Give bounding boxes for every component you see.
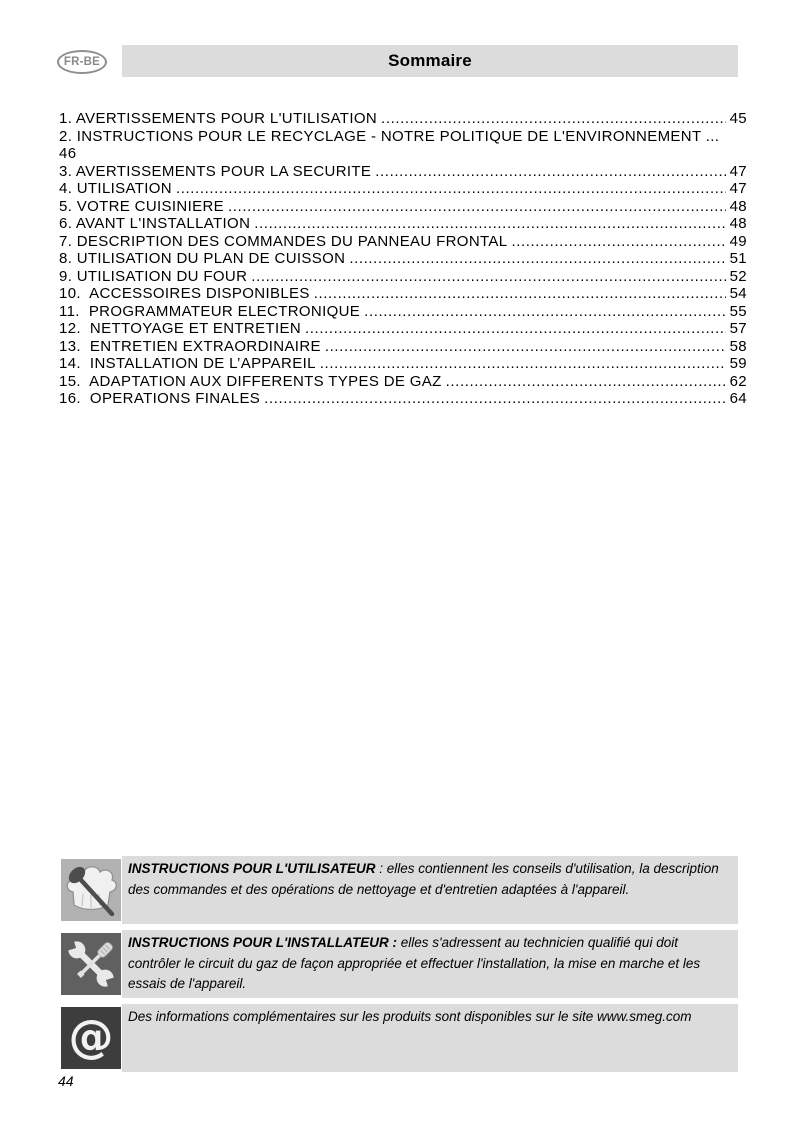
toc-entry-label: 14. INSTALLATION DE L’APPAREIL [59,355,316,372]
note-body-text: : elles contiennent les conseils d'utili… [128,861,719,897]
toc-entry: 7. DESCRIPTION DES COMMANDES DU PANNEAU … [59,233,747,251]
toc-entry-label: 8. UTILISATION DU PLAN DE CUISSON [59,250,346,267]
toc-entry-label: 11. PROGRAMMATEUR ELECTRONIQUE [59,302,361,320]
toc-entry: 11. PROGRAMMATEUR ELECTRONIQUE..........… [59,303,747,321]
language-badge: FR-BE [57,50,107,74]
note-text: Des informations complémentaires sur les… [128,1007,731,1028]
toc-entry-page-number: 62 [729,372,747,390]
toc-entry-label: 1. AVERTISSEMENTS POUR L'UTILISATION [59,110,378,127]
toc-entry-page-number: 57 [729,320,747,337]
toc-entry-label: 12. NETTOYAGE ET ENTRETIEN [59,320,302,337]
toc-entry-page-number: 59 [729,355,747,372]
toc-entry: 1. AVERTISSEMENTS POUR L'UTILISATION....… [59,110,747,128]
table-of-contents: 1. AVERTISSEMENTS POUR L'UTILISATION....… [59,110,747,408]
dot-leader: ........................................… [254,215,726,232]
toc-entry-label: 2. INSTRUCTIONS POUR LE RECYCLAGE - NOTR… [59,127,720,145]
toc-entry: 9. UTILISATION DU FOUR..................… [59,268,747,286]
note-text-box: INSTRUCTIONS POUR L'INSTALLATEUR : elles… [122,930,738,998]
toc-entry-page-number: 51 [729,250,747,267]
note-text: INSTRUCTIONS POUR L'INSTALLATEUR : elles… [128,933,731,995]
wrench-screwdriver-icon [61,933,121,995]
toc-entry-label: 5. VOTRE CUISINIERE [59,197,225,215]
toc-entry: 12. NETTOYAGE ET ENTRETIEN..............… [59,320,747,338]
toc-entry: 5. VOTRE CUISINIERE.....................… [59,198,747,216]
toc-entry-page-number: 45 [729,110,747,127]
note-text-box: Des informations complémentaires sur les… [122,1004,738,1072]
note-lead-text: INSTRUCTIONS POUR L'UTILISATEUR [128,861,376,876]
dot-leader: ........................................… [228,197,726,215]
toc-entry: 6. AVANT L'INSTALLATION.................… [59,215,747,233]
dot-leader: ........................................… [324,337,726,355]
note-text-box: INSTRUCTIONS POUR L'UTILISATEUR : elles … [122,856,738,924]
at-symbol-glyph: @ [68,1009,114,1063]
toc-entry-label: 6. AVANT L'INSTALLATION [59,215,251,232]
dot-leader: ........................................… [375,162,726,180]
note-website-info: @ Des informations complémentaires sur l… [61,1004,738,1072]
dot-leader: ........................................… [381,110,726,127]
toc-entry: 14. INSTALLATION DE L’APPAREIL..........… [59,355,747,373]
note-installer-instructions: INSTRUCTIONS POUR L'INSTALLATEUR : elles… [61,930,738,998]
dot-leader: ........................................… [349,250,726,267]
toc-entry-page-number: 46 [59,145,77,162]
toc-entry-page-number: 49 [729,232,747,250]
toc-entry: 8. UTILISATION DU PLAN DE CUISSON.......… [59,250,747,268]
toc-entry-label: 4. UTILISATION [59,180,172,197]
dot-leader: ........................................… [251,267,726,285]
note-text: INSTRUCTIONS POUR L'UTILISATEUR : elles … [128,859,731,900]
language-badge-label: FR-BE [63,56,101,68]
toc-entry: 13. ENTRETIEN EXTRAORDINAIRE............… [59,338,747,356]
toc-entry-label: 16. OPERATIONS FINALES [59,390,261,407]
chef-hat-spoon-icon [61,859,121,921]
toc-entry-page-number: 54 [729,285,747,302]
dot-leader: ........................................… [445,372,726,390]
toc-entry: 3. AVERTISSEMENTS POUR LA SECURITE......… [59,163,747,181]
toc-entry-label: 13. ENTRETIEN EXTRAORDINAIRE [59,337,321,355]
toc-entry-label: 3. AVERTISSEMENTS POUR LA SECURITE [59,162,372,180]
at-symbol-icon: @ [61,1007,121,1069]
toc-entry-label: 9. UTILISATION DU FOUR [59,267,248,285]
toc-entry-page-number: 58 [729,337,747,355]
toc-entry-page-number: 47 [729,162,747,180]
toc-entry-page-number: 52 [729,267,747,285]
toc-entry-page-number: 64 [729,390,747,407]
toc-entry: 15. ADAPTATION AUX DIFFERENTS TYPES DE G… [59,373,747,391]
dot-leader: ........................................… [305,320,726,337]
toc-entry: 2. INSTRUCTIONS POUR LE RECYCLAGE - NOTR… [59,128,747,163]
note-user-instructions: INSTRUCTIONS POUR L'UTILISATEUR : elles … [61,856,738,924]
toc-entry-page-number: 55 [729,302,747,320]
page-title: Sommaire [388,51,472,70]
dot-leader: ........................................… [264,390,726,407]
toc-entry-page-number: 47 [729,180,747,197]
toc-entry: 16. OPERATIONS FINALES..................… [59,390,747,408]
note-body-text: elles s'adressent au technicien qualifié… [128,935,701,991]
toc-entry-page-number: 48 [729,215,747,232]
dot-leader: ........................................… [313,285,726,302]
page-number: 44 [58,1073,74,1089]
note-body-text: Des informations complémentaires sur les… [128,1009,692,1024]
dot-leader: ........................................… [364,302,725,320]
toc-entry: 4. UTILISATION..........................… [59,180,747,198]
dot-leader: ........................................… [319,355,726,372]
dot-leader: ........................................… [511,232,726,250]
title-bar: Sommaire [122,45,738,77]
toc-entry-label: 15. ADAPTATION AUX DIFFERENTS TYPES DE G… [59,372,442,390]
toc-entry-label: 7. DESCRIPTION DES COMMANDES DU PANNEAU … [59,232,508,250]
toc-entry-label: 10. ACCESSOIRES DISPONIBLES [59,285,310,302]
toc-entry-page-number: 48 [729,197,747,215]
dot-leader: ........................................… [175,180,726,197]
note-lead-text: INSTRUCTIONS POUR L'INSTALLATEUR : [128,935,397,950]
toc-entry: 10. ACCESSOIRES DISPONIBLES.............… [59,285,747,303]
